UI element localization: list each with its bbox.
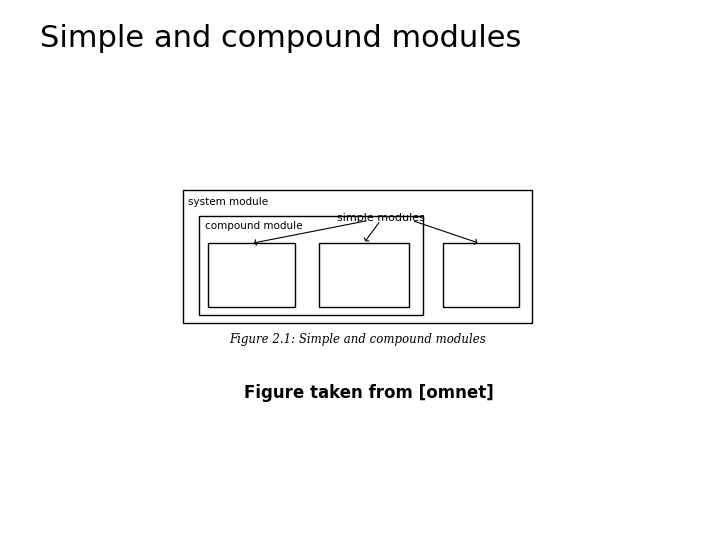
Text: simple modules: simple modules — [337, 213, 425, 222]
Text: Figure 2.1: Simple and compound modules: Figure 2.1: Simple and compound modules — [229, 333, 486, 346]
Bar — [319, 244, 409, 307]
Bar — [199, 215, 423, 315]
Text: Simple and compound modules: Simple and compound modules — [40, 24, 521, 53]
Bar — [443, 244, 518, 307]
Text: compound module: compound module — [204, 221, 302, 231]
Bar — [183, 190, 532, 323]
Text: Figure taken from [omnet]: Figure taken from [omnet] — [244, 384, 494, 402]
Text: system module: system module — [189, 197, 269, 207]
Bar — [208, 244, 295, 307]
